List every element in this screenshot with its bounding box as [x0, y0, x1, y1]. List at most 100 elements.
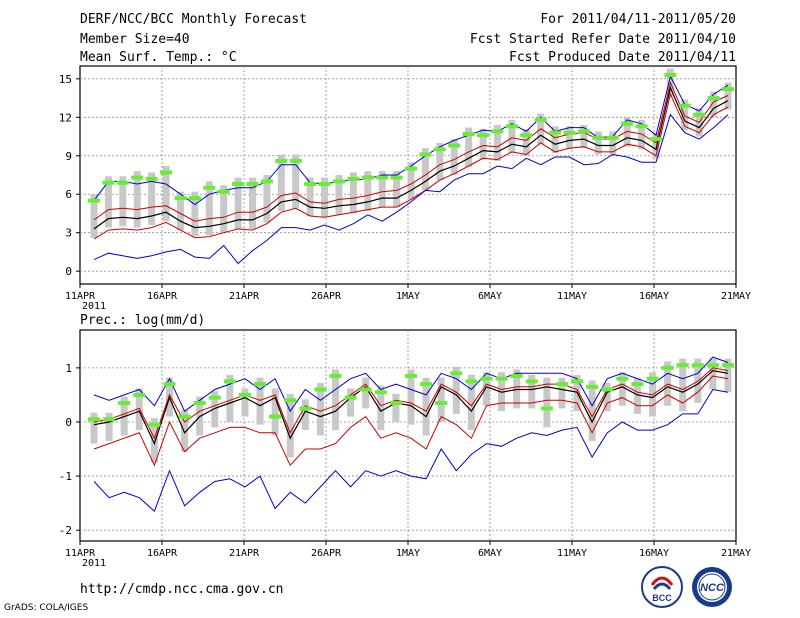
- spread-box: [724, 82, 732, 110]
- bcc-logo: BCC: [640, 565, 684, 609]
- ensemble-mean-marker: [389, 401, 402, 406]
- ensemble-mean-marker: [232, 181, 245, 186]
- spread-box: [618, 372, 626, 406]
- ensemble-mean-marker: [435, 401, 448, 406]
- ensemble-mean-marker: [260, 179, 273, 184]
- ensemble-mean-marker: [601, 387, 614, 392]
- spread-box: [436, 142, 444, 181]
- ensemble-mean-marker: [284, 398, 297, 403]
- y-tick-label: 15: [59, 73, 72, 86]
- y-tick-label: 6: [65, 188, 72, 201]
- spread-box: [332, 369, 340, 431]
- spread-box: [603, 383, 611, 412]
- spread-box: [150, 418, 158, 463]
- spread-box: [335, 175, 343, 215]
- series-line-upper: [93, 367, 729, 440]
- x-tick-label: 16MAY: [639, 548, 669, 559]
- spread-box: [551, 126, 559, 154]
- y-tick-label: 0: [65, 265, 72, 278]
- spread-box: [465, 127, 473, 168]
- spread-box: [349, 172, 357, 214]
- spread-box: [393, 171, 401, 208]
- ensemble-mean-marker: [160, 170, 173, 175]
- ensemble-mean-marker: [433, 147, 446, 152]
- spread-box: [528, 374, 536, 409]
- svg-text:BCC: BCC: [652, 593, 672, 603]
- spread-box: [205, 181, 213, 236]
- ensemble-mean-marker: [193, 401, 206, 406]
- spread-box: [306, 177, 314, 217]
- spread-box: [364, 171, 372, 211]
- ensemble-mean-marker: [405, 166, 417, 171]
- ensemble-mean-marker: [586, 384, 599, 389]
- ensemble-mean-marker: [691, 363, 704, 368]
- ensemble-mean-marker: [448, 143, 461, 148]
- ensemble-mean-marker: [88, 198, 100, 203]
- spread-box: [378, 171, 386, 208]
- ensemble-mean-marker: [148, 422, 161, 427]
- source-url[interactable]: http://cmdp.ncc.cma.gov.cn: [80, 582, 284, 597]
- ensemble-mean-markers: [88, 72, 734, 203]
- x-tick-label: 6MAY: [478, 548, 502, 559]
- spread-box: [679, 358, 687, 412]
- spread-box: [421, 148, 429, 191]
- ensemble-mean-marker: [289, 158, 302, 163]
- ensemble-mean-marker: [131, 175, 144, 180]
- spread-box: [709, 358, 717, 390]
- ensemble-mean-marker: [405, 373, 417, 378]
- spread-box: [407, 369, 415, 425]
- ensemble-mean-marker: [520, 133, 533, 138]
- spread-box: [90, 194, 98, 238]
- ensemble-mean-marker: [661, 365, 674, 370]
- ensemble-mean-marker: [616, 376, 629, 381]
- spread-box: [241, 388, 249, 417]
- spread-box: [133, 171, 141, 228]
- spread-box: [479, 128, 487, 160]
- x-year-label: 2011: [82, 558, 106, 569]
- x-year-label: 2011: [82, 301, 106, 312]
- x-tick-label: 16APR: [147, 291, 178, 302]
- spread-box: [588, 380, 596, 441]
- ensemble-mean-marker: [465, 379, 478, 384]
- x-tick-label: 11APR: [65, 548, 96, 559]
- ensemble-mean-marker: [145, 176, 158, 181]
- ensemble-mean-marker: [592, 135, 605, 140]
- series-line-median: [93, 85, 729, 230]
- ensemble-mean-marker: [722, 87, 734, 92]
- spread-box: [321, 177, 329, 218]
- ensemble-mean-marker: [631, 382, 644, 387]
- ensemble-mean-marker: [606, 135, 619, 140]
- x-tick-label: 21MAY: [721, 291, 751, 302]
- ensemble-mean-marker: [102, 180, 115, 185]
- y-tick-label: 12: [59, 111, 72, 124]
- ensemble-mean-marker: [510, 373, 523, 378]
- spread-box: [580, 124, 588, 149]
- ensemble-mean-marker: [217, 189, 230, 194]
- spread-box: [316, 383, 324, 436]
- x-tick-label: 11APR: [65, 291, 96, 302]
- spread-box: [90, 412, 98, 444]
- precipitation-panel: Prec.: log(mm/d) 11APR 16APR 21APR 26APR 1MAY…: [59, 313, 751, 569]
- spread-box: [452, 366, 460, 414]
- x-tick-label: 21MAY: [721, 548, 751, 559]
- ensemble-mean-marker: [649, 137, 662, 142]
- spread-box: [162, 166, 170, 222]
- series-line-max: [93, 356, 729, 413]
- ensemble-mean-marker: [555, 382, 568, 387]
- ensemble-mean-marker: [329, 373, 342, 378]
- ensemble-mean-marker: [480, 376, 493, 381]
- ensemble-mean-marker: [275, 158, 288, 163]
- ensemble-mean-marker: [577, 129, 590, 134]
- spread-box: [522, 128, 530, 156]
- ensemble-mean-marker: [450, 371, 463, 376]
- ensemble-mean-marker: [707, 96, 720, 101]
- ensemble-mean-marker: [304, 181, 317, 186]
- spread-box: [181, 410, 189, 452]
- y-tick-label: 0: [65, 416, 72, 429]
- x-tick-label: 1MAY: [396, 548, 420, 559]
- spread-box: [226, 374, 234, 422]
- ensemble-mean-marker: [525, 379, 538, 384]
- member-size: Member Size=40: [80, 32, 190, 47]
- ensemble-mean-marker: [223, 379, 236, 384]
- ensemble-mean-marker: [163, 382, 176, 387]
